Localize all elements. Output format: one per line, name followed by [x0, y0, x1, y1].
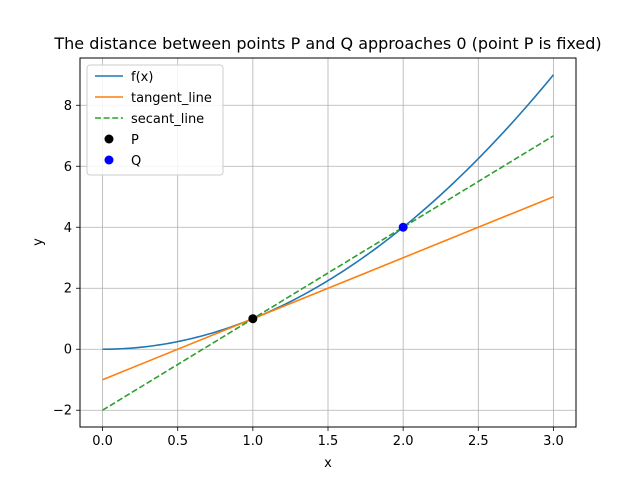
legend-swatch: [104, 155, 114, 165]
y-tick-label: 6: [64, 160, 72, 175]
y-tick-label: 8: [64, 99, 72, 114]
series-line-tangent-line: [102, 196, 554, 381]
point-q: [398, 222, 408, 232]
y-tick-label: −2: [53, 404, 72, 419]
legend-label: P: [131, 133, 139, 148]
legend-label: Q: [131, 154, 141, 169]
y-axis-ticks: −2 0 2 4 6 8: [53, 99, 80, 419]
legend-label: f(x): [131, 70, 153, 85]
plot-series: [102, 74, 555, 411]
x-tick-label: 1.5: [318, 434, 339, 449]
y-tick-label: 2: [64, 282, 72, 297]
legend-label: secant_line: [131, 112, 204, 127]
y-tick-label: 4: [64, 221, 72, 236]
x-tick-label: 3.0: [543, 434, 564, 449]
plot-points: [248, 222, 408, 324]
legend-label: tangent_line: [131, 91, 212, 106]
x-tick-label: 1.0: [243, 434, 264, 449]
point-p: [248, 314, 258, 324]
chart-title: The distance between points P and Q appr…: [53, 34, 601, 53]
series-line-secant-line: [102, 135, 554, 411]
x-axis-label: x: [324, 456, 332, 471]
x-tick-label: 2.5: [468, 434, 489, 449]
legend-box: [86, 64, 224, 176]
y-tick-label: 0: [64, 343, 72, 358]
x-tick-label: 2.0: [393, 434, 414, 449]
legend: f(x) tangent_line secant_line PQ: [86, 64, 224, 176]
legend-swatch: [104, 134, 114, 144]
x-tick-label: 0.5: [167, 434, 188, 449]
x-axis-ticks: 0.0 0.5 1.0 1.5 2.0 2.5 3.0: [92, 427, 564, 449]
x-tick-label: 0.0: [92, 434, 113, 449]
y-axis-label: y: [31, 238, 46, 246]
series-line-f-x: [102, 74, 555, 351]
